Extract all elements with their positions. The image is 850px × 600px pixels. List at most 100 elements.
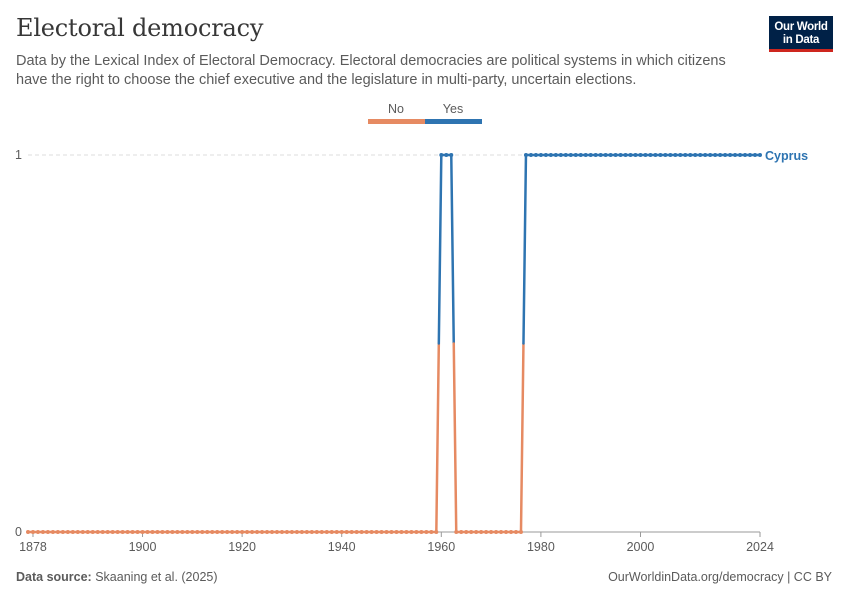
data-point: [494, 530, 499, 534]
data-point: [250, 530, 255, 534]
data-point: [653, 153, 658, 157]
data-point: [100, 530, 105, 534]
data-point: [35, 530, 40, 534]
data-point: [284, 530, 289, 534]
data-point: [548, 153, 553, 157]
data-point: [304, 530, 309, 534]
data-point: [309, 530, 314, 534]
data-point: [210, 530, 215, 534]
series-line-segment: [452, 342, 458, 534]
data-point: [339, 530, 344, 534]
data-point: [200, 530, 205, 534]
data-point: [688, 153, 693, 157]
data-point: [369, 530, 374, 534]
x-tick-label: 1980: [527, 540, 555, 554]
data-point: [165, 530, 170, 534]
data-point: [479, 530, 484, 534]
data-point: [55, 530, 60, 534]
data-point: [693, 153, 698, 157]
data-point: [90, 530, 95, 534]
data-point: [195, 530, 200, 534]
data-point: [314, 530, 319, 534]
data-point: [663, 153, 668, 157]
data-point: [270, 530, 274, 534]
data-point: [225, 530, 230, 534]
data-point: [573, 153, 578, 157]
data-point: [618, 153, 623, 157]
owid-logo[interactable]: Our World in Data: [769, 16, 833, 52]
data-point: [414, 530, 419, 534]
data-point: [40, 530, 45, 534]
data-point: [125, 530, 130, 534]
data-point: [404, 530, 409, 534]
data-point: [299, 530, 304, 534]
data-point: [439, 153, 444, 157]
data-point: [50, 530, 55, 534]
data-point: [743, 153, 748, 157]
data-point: [180, 530, 185, 534]
data-point: [538, 153, 543, 157]
series-label-cyprus: Cyprus: [765, 149, 808, 163]
data-point: [364, 530, 369, 534]
x-tick-label: 1878: [19, 540, 47, 554]
data-point: [394, 530, 399, 534]
data-point: [26, 530, 30, 534]
data-point: [220, 530, 225, 534]
data-point: [553, 153, 558, 157]
legend-label-yes: Yes: [443, 102, 463, 116]
data-point: [474, 530, 479, 534]
data-point: [319, 530, 324, 534]
data-point: [140, 530, 145, 534]
data-point: [464, 530, 469, 534]
data-point: [583, 153, 588, 157]
data-point: [95, 530, 100, 534]
data-point: [568, 153, 573, 157]
data-source: Data source: Skaaning et al. (2025): [16, 570, 218, 584]
data-point: [713, 153, 718, 157]
data-point: [528, 153, 533, 157]
data-point: [578, 153, 583, 157]
x-tick-label: 1900: [129, 540, 157, 554]
series-line-segment: [519, 342, 525, 534]
data-point: [230, 530, 235, 534]
data-point: [543, 153, 548, 157]
data-point: [45, 530, 50, 534]
data-point: [708, 153, 713, 157]
line-chart: No Yes 0 1 1878 1900 1920 1940 1960 1980 2000 2024 C…: [15, 102, 808, 554]
y-tick-label: 1: [15, 148, 22, 162]
data-point: [514, 530, 518, 534]
data-point: [334, 530, 339, 534]
data-point: [509, 530, 514, 534]
data-point: [673, 153, 678, 157]
data-point: [240, 530, 245, 534]
data-point: [279, 530, 284, 534]
data-point: [469, 530, 474, 534]
data-point: [235, 530, 240, 534]
data-point: [628, 153, 633, 157]
data-point: [459, 530, 464, 534]
logo-line-1: Our World: [774, 21, 828, 33]
data-point: [85, 530, 90, 534]
data-point: [588, 153, 593, 157]
x-tick-label: 2000: [627, 540, 655, 554]
data-point: [374, 530, 379, 534]
data-point: [324, 530, 329, 534]
series-line-segment: [450, 153, 456, 345]
data-point: [643, 153, 648, 157]
data-point: [633, 153, 638, 157]
data-point: [499, 530, 504, 534]
x-tick-label: 1940: [328, 540, 356, 554]
data-point: [130, 530, 135, 534]
data-point: [349, 530, 354, 534]
source-link[interactable]: OurWorldinData.org/democracy | CC BY: [608, 570, 832, 584]
data-point: [354, 530, 359, 534]
data-point: [638, 153, 643, 157]
data-point: [160, 530, 165, 534]
data-point: [60, 530, 65, 534]
data-point: [484, 530, 489, 534]
data-point: [558, 153, 563, 157]
data-point: [723, 153, 728, 157]
data-point: [384, 530, 389, 534]
data-point: [155, 530, 160, 534]
data-point: [563, 153, 568, 157]
